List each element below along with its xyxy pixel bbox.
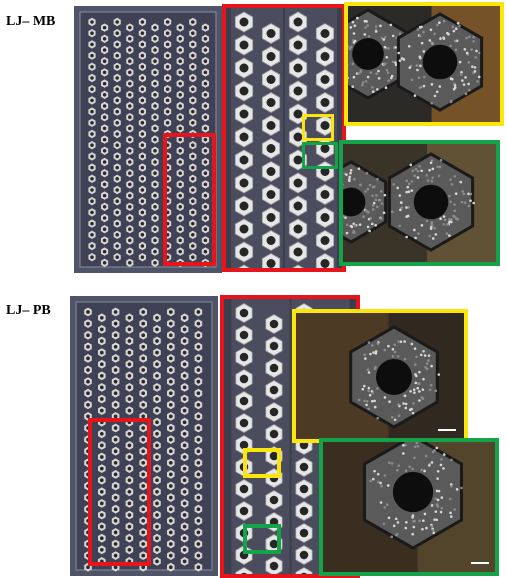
panel-label-mb: LJ– MB — [6, 14, 56, 29]
scale-bar-yellow-pb — [438, 429, 456, 431]
detail-image-green-pb — [319, 438, 499, 576]
green-box-mb — [302, 142, 338, 169]
sample-overview-pb — [70, 296, 218, 576]
detail-image-green-mb — [339, 140, 500, 266]
panel-label-pb: LJ– PB — [6, 303, 51, 318]
overview-image-mb — [74, 6, 222, 273]
overview-image-pb — [70, 296, 218, 576]
region-box-overview-pb — [88, 418, 151, 566]
detail-image-yellow-pb — [292, 309, 468, 443]
green-box-pb — [243, 524, 281, 554]
region-box-overview-mb — [163, 133, 216, 266]
sample-overview-mb — [74, 6, 222, 273]
scale-bar-green-pb — [471, 562, 489, 564]
detail-image-yellow-mb — [344, 2, 504, 126]
yellow-box-pb — [243, 448, 281, 478]
zm2-cell-37 — [295, 567, 313, 574]
zm1-cell-11 — [237, 264, 251, 268]
zm2-cell-12 — [235, 567, 253, 574]
zm1-cell-34 — [291, 264, 305, 268]
yellow-box-mb — [302, 114, 334, 141]
